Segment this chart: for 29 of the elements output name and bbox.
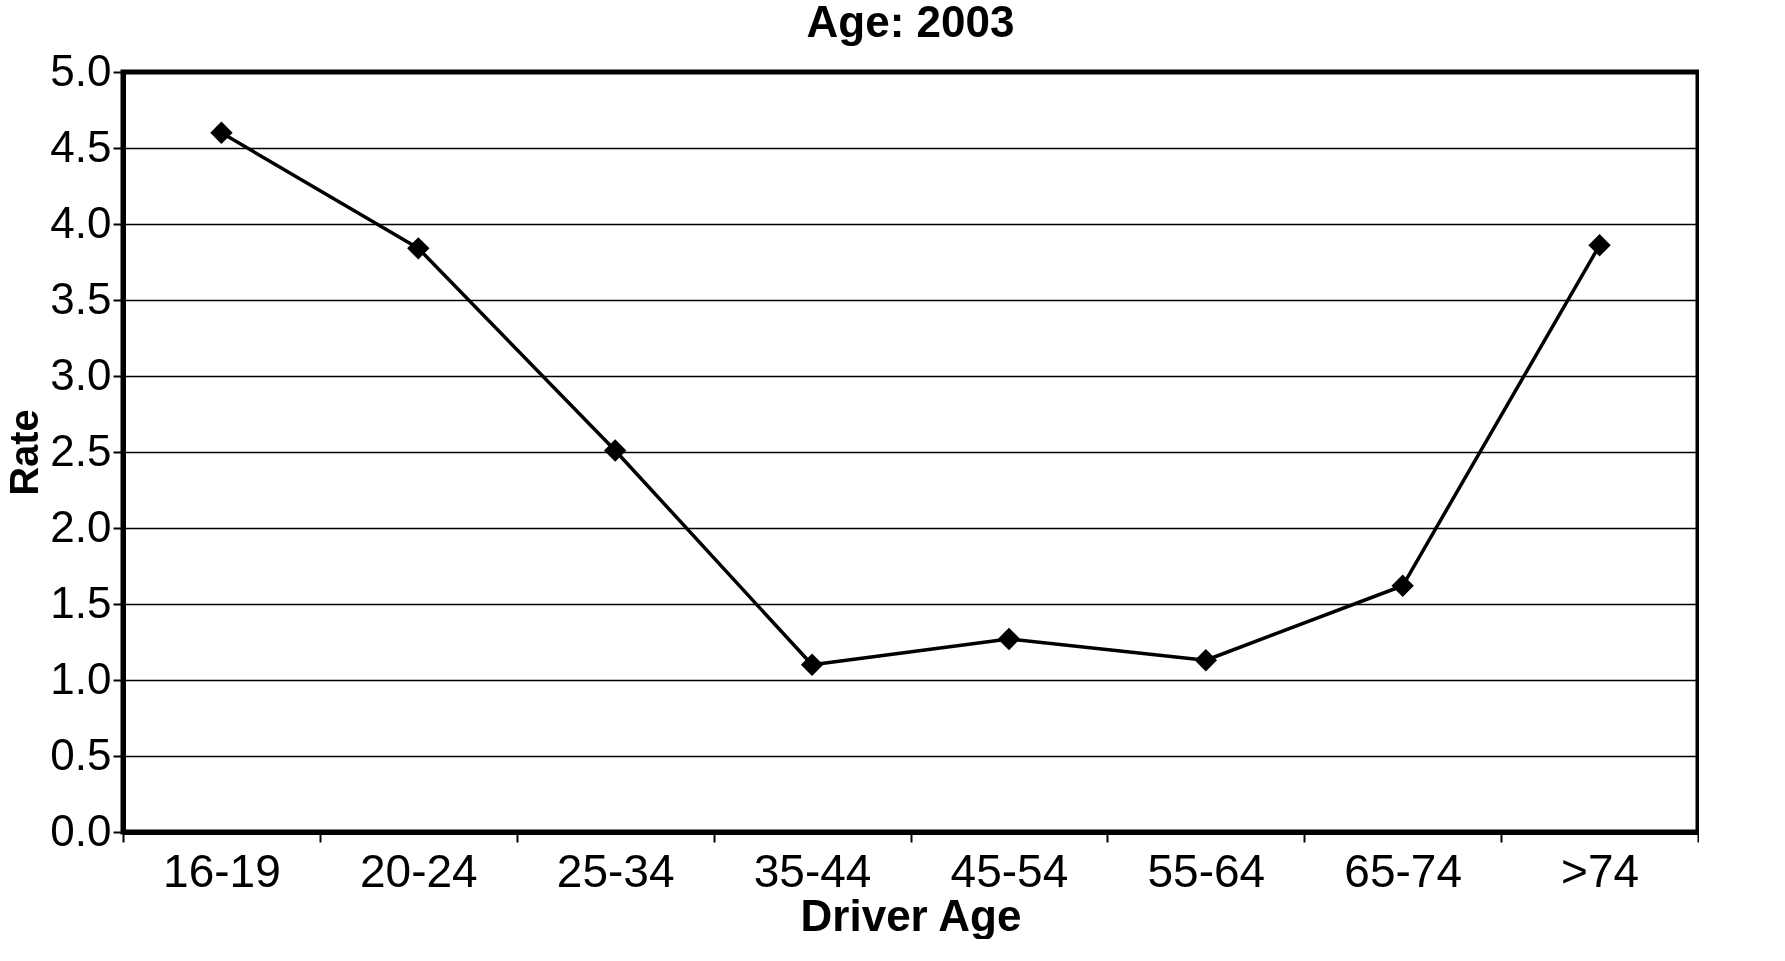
y-tick-label: 0.5 [50,729,112,779]
y-tick-label: 2.0 [50,501,112,551]
point [604,439,627,462]
y-tick-label: 0.0 [50,805,112,855]
y-tick-label: 4.5 [50,121,112,171]
x-tick-label: 20-24 [359,844,478,897]
y-tick-label: 4.0 [50,197,112,247]
x-tick-label: 55-64 [1147,844,1266,897]
x-tick-label: >74 [1561,844,1640,897]
y-tick-label: 3.0 [50,349,112,399]
y-tick-label: 3.5 [50,273,112,323]
chart-title: Age: 2003 [806,0,1015,46]
x-tick-label: 65-74 [1344,844,1463,897]
point [210,121,233,144]
y-tick-label: 2.5 [50,425,112,475]
y-axis-title: Rate [2,409,47,496]
point [1391,574,1414,597]
x-tick-label: 45-54 [950,844,1069,897]
y-tick-label: 5.0 [50,45,112,95]
y-tick-label: 1.0 [50,653,112,703]
x-tick-label: 16-19 [163,844,281,897]
point [997,627,1021,651]
point [407,237,430,260]
point [1588,234,1611,257]
x-tick-label: 25-34 [556,844,675,897]
y-tick-label: 1.5 [50,577,112,627]
point [800,653,824,676]
point [1194,649,1217,672]
x-tick-label: 35-44 [753,844,872,897]
